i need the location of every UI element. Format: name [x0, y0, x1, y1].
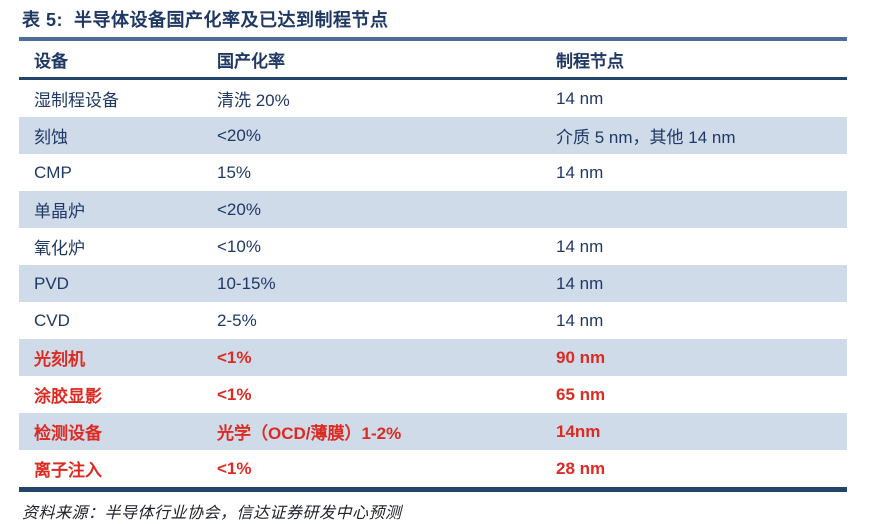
node-cell: 14 nm [556, 236, 604, 256]
header-rate: 国产化率 [217, 51, 285, 71]
rate-cell: <20% [217, 125, 261, 145]
device-cell: 光刻机 [34, 350, 85, 369]
table-row: PVD 10-15% 14 nm [19, 265, 847, 302]
rate-cell: <1% [217, 458, 252, 478]
device-cell: 单晶炉 [34, 202, 85, 221]
table-row: 刻蚀 <20% 介质 5 nm，其他 14 nm [19, 117, 847, 154]
rate-cell: 15% [217, 162, 252, 182]
title-rule [19, 37, 847, 41]
node-cell: 90 nm [556, 347, 606, 367]
table-row: 湿制程设备 清洗 20% 14 nm [19, 80, 847, 117]
table-header-row: 设备 国产化率 制程节点 [19, 41, 847, 80]
device-cell: 氧化炉 [34, 239, 85, 258]
device-cell: 刻蚀 [34, 128, 68, 147]
table-row: 光刻机 <1% 90 nm [19, 339, 847, 376]
table-row: 涂胶显影 <1% 65 nm [19, 376, 847, 413]
node-cell: 14 nm [556, 162, 604, 182]
node-cell: 14 nm [556, 273, 604, 293]
rate-cell: <10% [217, 236, 261, 256]
table-row: 离子注入 <1% 28 nm [19, 450, 847, 487]
node-cell: 14 nm [556, 310, 604, 330]
device-cell: 检测设备 [34, 424, 102, 443]
source-note: 资料来源：半导体行业协会，信达证券研发中心预测 [22, 505, 402, 522]
rate-cell: <1% [217, 347, 252, 367]
table-bottom-rule [19, 487, 847, 492]
node-cell: 65 nm [556, 384, 606, 404]
device-cell: CVD [34, 310, 70, 330]
report-table: 表 5: 半导体设备国产化率及已达到制程节点 设备 国产化率 制程节点 湿制程设… [19, 0, 847, 523]
rate-cell: 光学（OCD/薄膜）1-2% [217, 424, 402, 443]
device-cell: PVD [34, 273, 69, 293]
rate-cell: 10-15% [217, 273, 276, 293]
header-device: 设备 [34, 51, 68, 71]
table-row: 检测设备 光学（OCD/薄膜）1-2% 14nm [19, 413, 847, 450]
table-row: CMP 15% 14 nm [19, 154, 847, 191]
rate-cell: <20% [217, 199, 261, 219]
table-title: 表 5: 半导体设备国产化率及已达到制程节点 [22, 10, 389, 30]
node-cell: 14 nm [556, 88, 604, 108]
rate-cell: <1% [217, 384, 252, 404]
table-row: 单晶炉 <20% [19, 191, 847, 228]
rate-cell: 清洗 20% [217, 91, 290, 110]
node-cell: 14nm [556, 421, 601, 441]
device-cell: 涂胶显影 [34, 387, 102, 406]
device-cell: 离子注入 [34, 461, 102, 480]
node-cell: 介质 5 nm，其他 14 nm [556, 128, 736, 147]
rate-cell: 2-5% [217, 310, 257, 330]
device-cell: CMP [34, 162, 72, 182]
node-cell: 28 nm [556, 458, 606, 478]
table-row: 氧化炉 <10% 14 nm [19, 228, 847, 265]
device-cell: 湿制程设备 [34, 91, 119, 110]
table-row: CVD 2-5% 14 nm [19, 302, 847, 339]
header-node: 制程节点 [556, 51, 624, 71]
